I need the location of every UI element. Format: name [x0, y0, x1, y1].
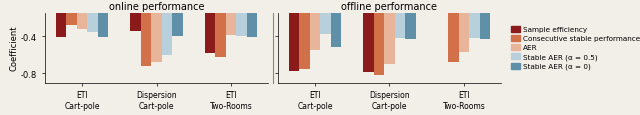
Bar: [331, 0, 341, 48]
Bar: [205, 0, 216, 53]
Legend: Sample efficiency, Consecutive stable performance, AER, Stable AER (α = 0.5), St: Sample efficiency, Consecutive stable pe…: [508, 24, 640, 73]
Bar: [289, 0, 300, 72]
Bar: [141, 0, 151, 66]
Bar: [98, 0, 108, 38]
Bar: [364, 0, 374, 73]
Bar: [448, 0, 459, 63]
Title: online performance: online performance: [109, 2, 204, 12]
Bar: [56, 0, 67, 38]
Bar: [162, 0, 172, 55]
Y-axis label: Coefficient: Coefficient: [9, 26, 18, 71]
Bar: [246, 0, 257, 38]
Bar: [479, 0, 490, 40]
Bar: [438, 0, 448, 14]
Bar: [300, 0, 310, 69]
Bar: [374, 0, 384, 75]
Bar: [320, 0, 331, 35]
Title: offline performance: offline performance: [342, 2, 438, 12]
Bar: [226, 0, 236, 36]
Bar: [384, 0, 395, 64]
Bar: [216, 0, 226, 57]
Bar: [67, 0, 77, 26]
Bar: [151, 0, 162, 63]
Bar: [395, 0, 405, 39]
Bar: [77, 0, 87, 29]
Bar: [310, 0, 320, 51]
Bar: [172, 0, 182, 37]
Bar: [236, 0, 246, 37]
Bar: [131, 0, 141, 32]
Bar: [469, 0, 479, 39]
Bar: [459, 0, 469, 52]
Bar: [405, 0, 415, 40]
Bar: [87, 0, 98, 33]
